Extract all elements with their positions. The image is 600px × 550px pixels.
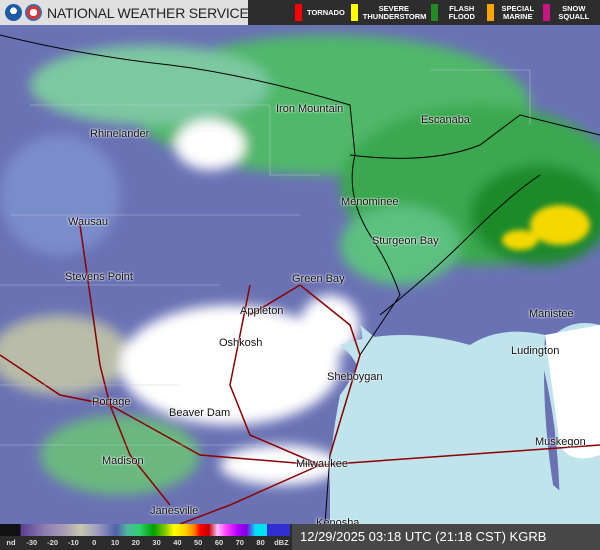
warning-legend-item: TORNADO	[295, 4, 345, 21]
warning-legend-item: SPECIAL MARINE	[486, 3, 537, 21]
dbz-color-scale	[0, 524, 290, 536]
scale-tick-label: 80	[256, 538, 265, 547]
scale-tick-label: 10	[110, 538, 120, 547]
city-label: Manistee	[529, 308, 574, 320]
city-label: Muskegon	[535, 436, 586, 448]
city-label: Green Bay	[292, 273, 345, 285]
city-label: Oshkosh	[219, 337, 263, 349]
city-label: Sturgeon Bay	[372, 235, 439, 247]
city-label: Sheboygan	[327, 371, 383, 383]
warning-color-swatch	[486, 4, 494, 21]
scale-tick-label: 40	[173, 538, 182, 547]
warning-color-swatch	[542, 4, 550, 21]
scale-tick-label: 60	[214, 538, 224, 547]
scale-tick-label: dBZ	[274, 538, 289, 547]
radar-image	[0, 25, 600, 525]
city-label: Appleton	[240, 305, 284, 317]
warning-label: SNOW SQUALL	[558, 3, 590, 21]
city-label: Iron Mountain	[276, 103, 344, 115]
warning-legend: TORNADO SEVERE THUNDERSTORM FLASH FLOOD SPE…	[248, 0, 600, 25]
warning-label: SEVERE THUNDERSTORM	[362, 3, 427, 21]
scale-tick-label: 30	[152, 538, 161, 547]
city-label: Wausau	[68, 216, 108, 228]
header: NATIONAL WEATHER SERVICE TORNADO SEVERE T…	[0, 0, 600, 25]
warning-label: SPECIAL MARINE	[501, 3, 535, 21]
dbz-scale-labels: nd -30 -20 -10 0 10 20 30 40 50 60 70 80 dBZ	[0, 536, 292, 550]
noaa-logo-icon	[5, 4, 22, 21]
city-label: Rhinelander	[90, 128, 150, 140]
city-label: Portage	[92, 396, 131, 408]
warning-label: TORNADO	[307, 7, 345, 17]
scale-tick-label: -10	[67, 538, 79, 547]
scale-tick-label: 50	[194, 538, 203, 547]
city-label: Escanaba	[421, 114, 470, 126]
city-label: Ludington	[511, 345, 560, 357]
city-label: Janesville	[150, 505, 199, 517]
footer: nd -30 -20 -10 0 10 20 30 40 50 60 70 80 dBZ 12/29/20…	[0, 524, 600, 550]
city-label: Beaver Dam	[169, 407, 231, 419]
scale-tick-label: -20	[47, 538, 59, 547]
warning-color-swatch	[295, 4, 302, 21]
warning-color-swatch	[430, 4, 438, 21]
city-label: Menominee	[341, 196, 399, 208]
warning-legend-item: SNOW SQUALL	[542, 3, 593, 21]
scale-tick-label: 20	[131, 538, 140, 547]
warning-legend-item: SEVERE THUNDERSTORM	[350, 3, 427, 21]
city-label: Stevens Point	[65, 271, 133, 283]
site-title: NATIONAL WEATHER SERVICE	[47, 4, 249, 21]
radar-map[interactable]: Iron Mountain Escanaba Rhinelander Menom…	[0, 25, 600, 529]
city-label: Milwaukee	[296, 458, 348, 470]
scale-tick-label: -30	[26, 538, 38, 547]
timestamp: 12/29/2025 03:18 UTC (21:18 CST) KGRB	[292, 524, 600, 550]
scale-tick-label: 70	[235, 538, 244, 547]
city-label: Madison	[102, 455, 144, 467]
nws-logo-icon	[25, 4, 42, 21]
warning-color-swatch	[350, 4, 358, 21]
warning-legend-item: FLASH FLOOD	[430, 3, 481, 21]
scale-tick-label: 0	[92, 538, 97, 547]
warning-label: FLASH FLOOD	[448, 3, 475, 21]
scale-tick-label: nd	[6, 538, 16, 547]
